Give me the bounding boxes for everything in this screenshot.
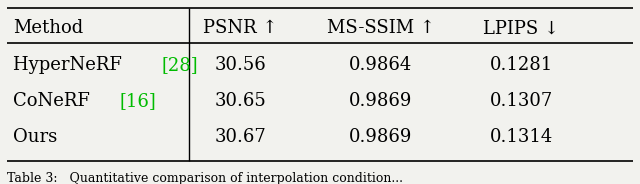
Text: PSNR ↑: PSNR ↑ <box>203 19 277 37</box>
Text: LPIPS ↓: LPIPS ↓ <box>483 19 559 37</box>
Text: 0.9864: 0.9864 <box>349 56 412 75</box>
Text: [28]: [28] <box>161 56 198 75</box>
Text: HyperNeRF: HyperNeRF <box>13 56 128 75</box>
Text: 0.1307: 0.1307 <box>490 92 553 110</box>
Text: 30.56: 30.56 <box>214 56 266 75</box>
Text: 0.9869: 0.9869 <box>349 92 412 110</box>
Text: Ours: Ours <box>13 128 58 146</box>
Text: 30.65: 30.65 <box>214 92 266 110</box>
Text: 0.9869: 0.9869 <box>349 128 412 146</box>
Text: [16]: [16] <box>120 92 157 110</box>
Text: 30.67: 30.67 <box>214 128 266 146</box>
Text: Method: Method <box>13 19 84 37</box>
Text: CoNeRF: CoNeRF <box>13 92 96 110</box>
Text: 0.1281: 0.1281 <box>490 56 553 75</box>
Text: 0.1314: 0.1314 <box>490 128 553 146</box>
Text: MS-SSIM ↑: MS-SSIM ↑ <box>326 19 435 37</box>
Text: Table 3:   Quantitative comparison of interpolation condition...: Table 3: Quantitative comparison of inte… <box>7 172 403 184</box>
